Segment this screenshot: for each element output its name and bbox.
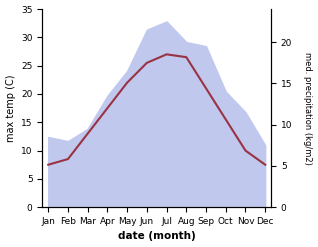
Y-axis label: med. precipitation (kg/m2): med. precipitation (kg/m2) bbox=[303, 52, 313, 165]
Y-axis label: max temp (C): max temp (C) bbox=[5, 74, 16, 142]
X-axis label: date (month): date (month) bbox=[118, 231, 196, 242]
